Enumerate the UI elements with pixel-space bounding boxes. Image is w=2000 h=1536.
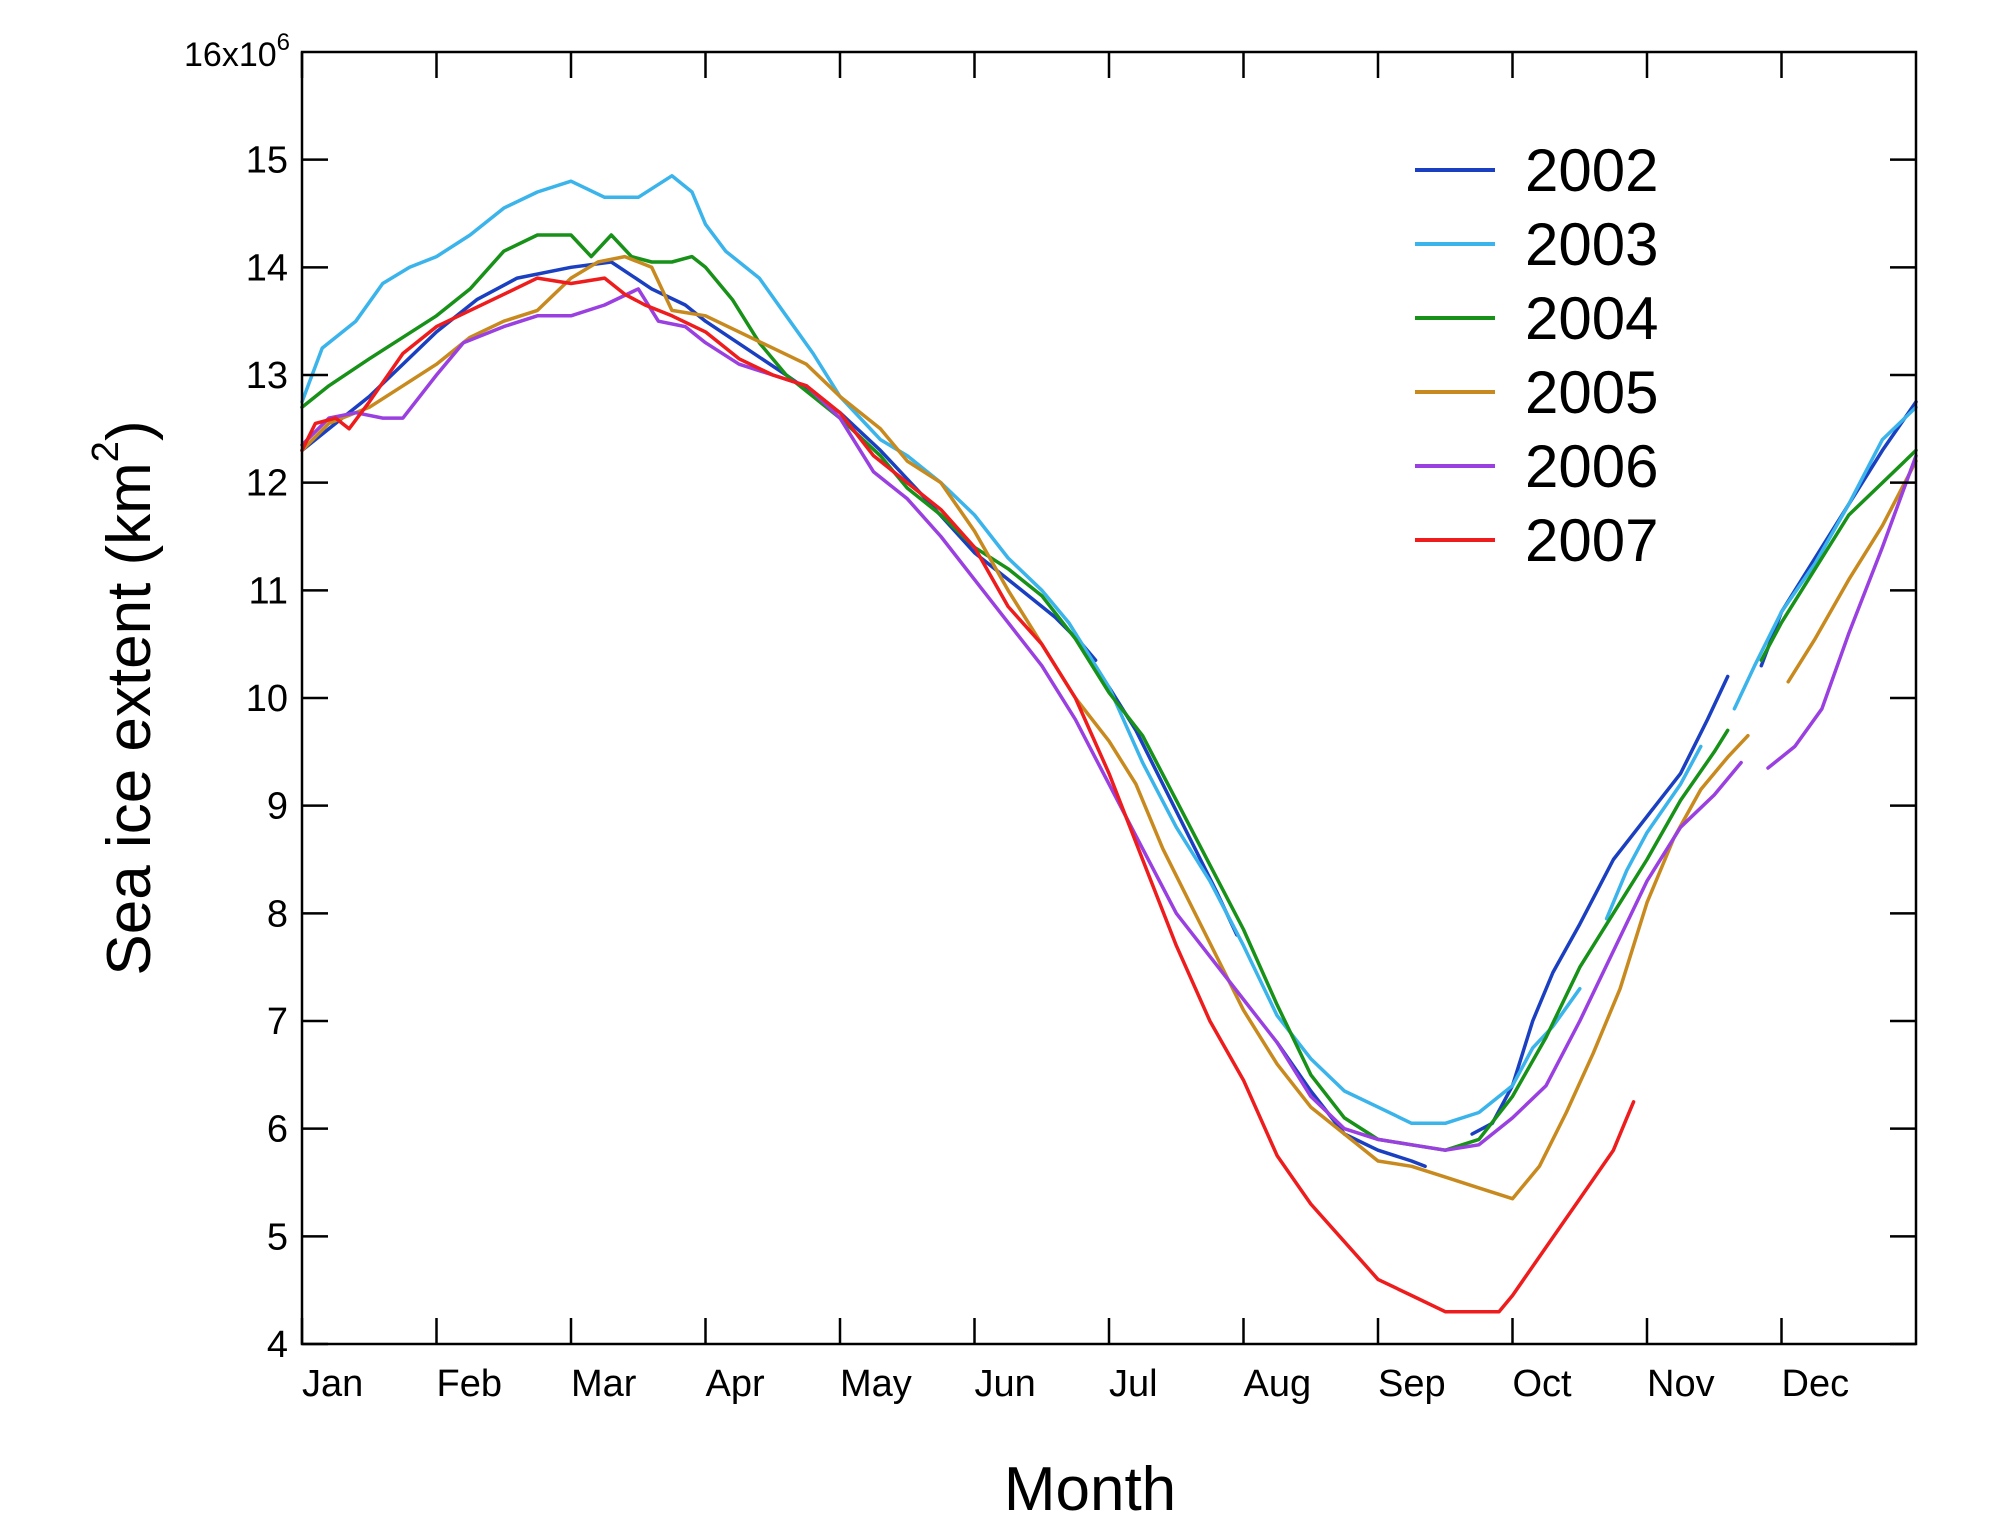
series-2002-line-2 (1275, 1040, 1427, 1169)
legend-label-2003: 2003 (1525, 211, 1658, 278)
y-tick-label-2: 6 (267, 1109, 288, 1151)
y-tick-label-3: 7 (267, 1001, 288, 1043)
y-tick-label-9: 13 (246, 355, 288, 397)
y-tick-label-1: 5 (267, 1216, 288, 1258)
y-tick-label-8: 12 (246, 463, 288, 505)
y-tick-label-0: 4 (267, 1324, 288, 1366)
series-2004-line-0 (300, 233, 1730, 1152)
legend-label-2004: 2004 (1525, 285, 1658, 352)
series-2002 (300, 260, 1918, 1169)
x-tick-label-3: Apr (706, 1363, 765, 1405)
x-tick-label-1: Feb (437, 1363, 502, 1405)
series-2003-line-0 (300, 174, 1582, 1126)
series-2007 (300, 276, 1636, 1314)
x-tick-label-9: Oct (1513, 1363, 1573, 1405)
series-2004-line-1 (1759, 448, 1918, 663)
y-tick-label-7: 11 (249, 570, 288, 612)
series-2002-line-0 (300, 260, 1098, 663)
legend-label-2007: 2007 (1525, 507, 1658, 574)
series-2003-line-2 (1732, 405, 1918, 711)
x-tick-label-6: Jul (1109, 1363, 1158, 1405)
x-tick-label-7: Aug (1244, 1363, 1312, 1405)
y-tick-label-5: 9 (267, 786, 288, 828)
ticks-layer: Jan Feb Mar Apr May Jun Jul Aug Sep Oct Nov Dec 4 5 6 7… (246, 52, 1916, 1405)
x-axis-title: Month (1004, 1455, 1176, 1524)
legend-label-2006: 2006 (1525, 433, 1658, 500)
y-top-label: 16x106 (184, 29, 290, 74)
y-tick-label-11: 15 (246, 140, 288, 182)
y-tick-label-10: 14 (246, 247, 288, 289)
y-tick-label-6: 10 (246, 678, 288, 720)
x-tick-label-0: Jan (302, 1363, 363, 1405)
x-tick-label-11: Dec (1782, 1363, 1850, 1405)
y-tick-label-4: 8 (267, 893, 288, 935)
series-2006-line-1 (1766, 454, 1918, 770)
series-2006 (300, 287, 1918, 1152)
series-2005-line-1 (1786, 459, 1918, 684)
legend-label-2002: 2002 (1525, 137, 1658, 204)
x-tick-label-4: May (840, 1363, 912, 1405)
series-2005 (300, 254, 1918, 1201)
legend: 2002 2003 2004 2005 2006 2007 (1415, 137, 1658, 574)
x-tick-label-5: Jun (975, 1363, 1036, 1405)
plot-frame (300, 50, 1918, 1346)
series-2003 (300, 174, 1918, 1126)
y-axis-title: Sea ice extent (km2) (85, 420, 164, 975)
legend-label-2005: 2005 (1525, 359, 1658, 426)
series-2006-line-0 (300, 287, 1743, 1152)
series-layer (300, 174, 1918, 1314)
series-2007-line-0 (300, 276, 1636, 1314)
x-tick-label-10: Nov (1647, 1363, 1715, 1405)
x-tick-label-8: Sep (1378, 1363, 1446, 1405)
series-2003-line-1 (1604, 744, 1703, 921)
series-2002-line-3 (1470, 674, 1730, 1136)
x-tick-label-2: Mar (571, 1363, 637, 1405)
series-2004 (300, 233, 1918, 1152)
